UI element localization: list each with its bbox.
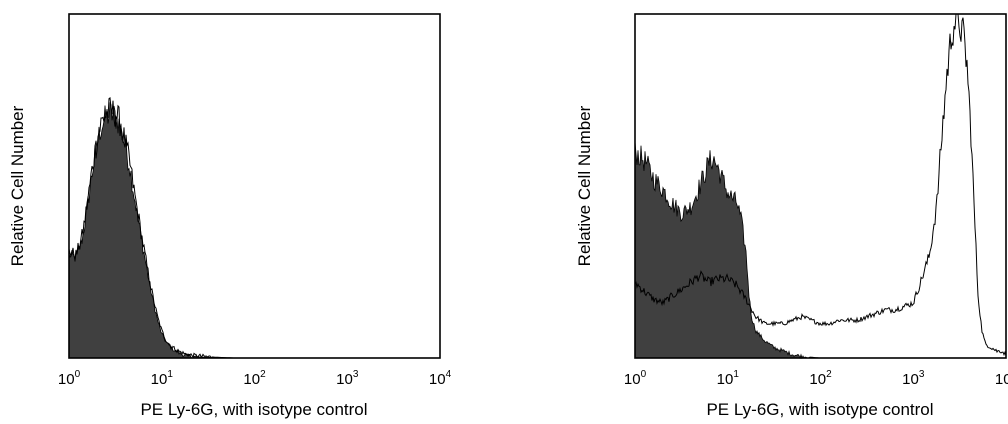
histogram-panel-left: 100 101 102 103 104 PE Ly-6G, with isotype c…	[8, 13, 452, 419]
series-layer	[634, 13, 1007, 360]
x-tick-label: 102	[809, 369, 832, 388]
x-tick-label: 104	[995, 369, 1008, 388]
x-axis-label: PE Ly-6G, with isotype control	[706, 400, 933, 419]
stained-histogram-outline	[634, 13, 1007, 357]
stained-histogram-outline	[68, 97, 234, 359]
histogram-panel-right: 100 101 102 103 104 PE Ly-6G, with isotype c…	[575, 13, 1008, 419]
x-axis-label: PE Ly-6G, with isotype control	[140, 400, 367, 419]
plot-frame	[68, 13, 441, 359]
x-tick-label: 101	[151, 369, 174, 388]
x-tick-labels: 100 101 102 103 104	[58, 369, 452, 388]
y-axis-label: Relative Cell Number	[8, 105, 27, 266]
x-tick-label: 103	[336, 369, 359, 388]
isotype-histogram-filled	[634, 141, 821, 360]
plot-frame	[634, 13, 1007, 359]
x-tick-label: 102	[243, 369, 266, 388]
x-tick-label: 101	[717, 369, 740, 388]
y-axis-label: Relative Cell Number	[575, 105, 594, 266]
x-tick-labels: 100 101 102 103 104	[624, 369, 1008, 388]
x-tick-label: 100	[58, 369, 81, 388]
x-tick-label: 104	[429, 369, 452, 388]
x-tick-label: 100	[624, 369, 647, 388]
x-tick-label: 103	[902, 369, 925, 388]
